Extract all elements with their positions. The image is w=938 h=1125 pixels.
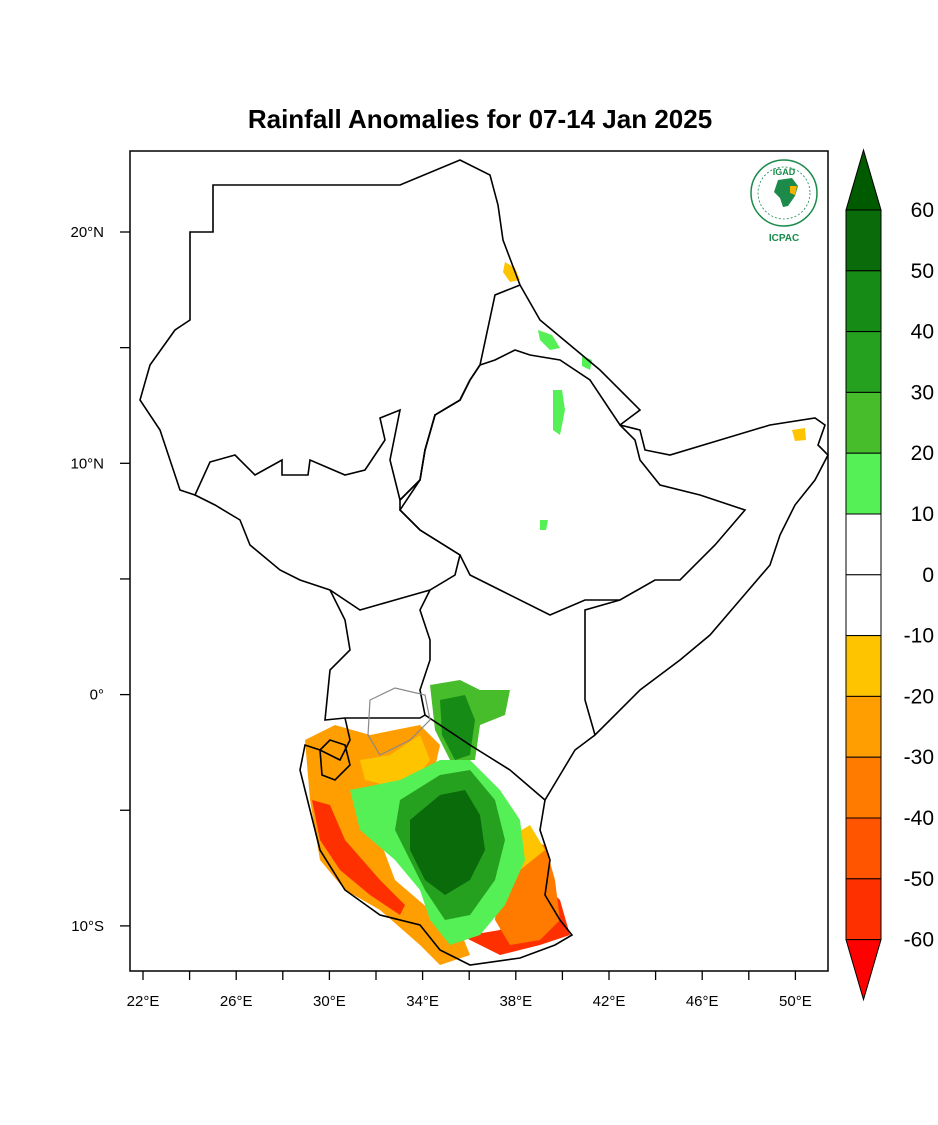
colorbar-bin [845,635,882,697]
lon-tick-label: 22°E [127,993,160,1010]
colorbar-bin [845,452,882,515]
border-tanzania [299,717,574,966]
latitude-axis: 20°N 10°N 0° 10°S [70,224,130,935]
country-borders [139,159,829,966]
colorbar-bin [845,574,882,637]
lon-tick-label: 50°E [779,993,812,1010]
border-djibouti-somalia [584,417,829,737]
lon-tick-label: 26°E [220,993,253,1010]
colorbar-bin [845,209,882,272]
colorbar-bin [845,513,882,576]
colorbar-label: 0 [922,564,934,587]
border-ethiopia [398,364,747,616]
border-kenya [419,589,596,802]
lon-tick-label: 34°E [406,993,439,1010]
longitude-axis: 22°E 26°E 30°E 34°E 38°E 42°E 46°E 50°E [127,971,812,1010]
logo-igad-text: IGAD [773,167,796,177]
lon-tick-label: 42°E [593,993,626,1010]
colorbar-bin [845,756,882,819]
colorbar-label: 30 [911,381,934,404]
anomaly-dark-green [410,790,485,895]
anomaly-red-west [312,800,405,915]
igad-region-icon [790,186,797,195]
colorbar-bin [845,331,882,393]
border-eritrea [479,284,642,427]
anomaly-ethiopia-green [540,390,565,530]
africa-icon [774,178,798,207]
colorbar-label: -20 [904,685,934,708]
map-title: Rainfall Anomalies for 07-14 Jan 2025 [247,104,713,134]
colorbar-label: 50 [911,260,934,283]
anomaly-eritrea-green [538,330,592,370]
colorbar-label: -10 [904,625,934,648]
border-uganda [324,589,426,721]
lat-tick-label: 20°N [70,224,104,241]
lon-tick-label: 46°E [686,993,719,1010]
anomaly-sudan-yellow [503,262,520,282]
colorbar-bin [845,391,882,454]
anomaly-green-ne [440,695,475,760]
colorbar-label: -60 [904,929,934,952]
map-frame [129,150,829,972]
lat-tick-label: 10°S [71,918,104,935]
border-rwanda-burundi [319,739,351,781]
colorbar-label: 40 [911,321,934,344]
colorbar-bin [845,270,882,333]
colorbar: 60 50 40 30 20 10 0 -10 -20 -30 -40 -50 -60 [845,148,934,1002]
logo-icpac-text: ICPAC [769,233,799,244]
lat-tick-label: 0° [90,687,104,704]
colorbar-bin [845,695,882,758]
border-sudan [139,159,522,502]
colorbar-under-arrow [845,939,882,1002]
anomaly-shading [305,262,806,965]
lon-tick-label: 38°E [499,993,532,1010]
colorbar-label: -30 [904,746,934,769]
colorbar-bin [845,878,882,941]
colorbar-over-arrow [845,148,882,211]
anomaly-somalia-yellow [792,428,806,441]
logo-inner-ring [757,166,811,220]
colorbar-label: -40 [904,807,934,830]
lake-victoria [367,687,431,756]
colorbar-bin [845,817,882,880]
colorbar-label: 60 [911,199,934,222]
lon-tick-label: 30°E [313,993,346,1010]
border-south-sudan [194,379,471,611]
anomaly-yellow-patches [360,735,545,870]
colorbar-label: -50 [904,868,934,891]
icpac-logo: IGAD ICPAC [750,159,818,244]
colorbar-label: 10 [911,503,934,526]
lat-tick-label: 10°N [70,455,104,472]
colorbar-label: 20 [911,442,934,465]
